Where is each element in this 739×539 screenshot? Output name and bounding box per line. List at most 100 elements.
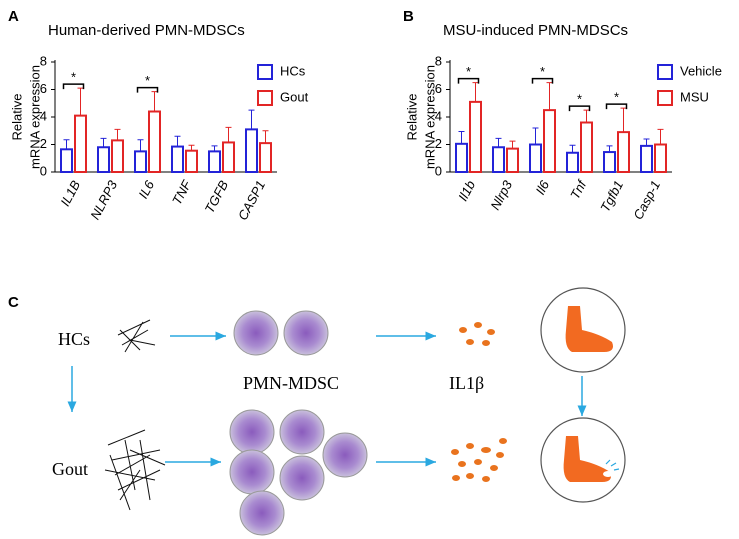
chart-title: Human-derived PMN-MDSCs — [48, 22, 245, 39]
y-tick-label: 8 — [40, 53, 47, 68]
bar — [580, 121, 593, 173]
legend-swatch — [657, 64, 673, 80]
bar — [654, 143, 667, 173]
x-tick-label: Casp-1 — [630, 178, 663, 222]
bar — [529, 143, 542, 173]
significance-label: * — [145, 73, 150, 88]
error-bar — [458, 130, 465, 144]
error-bar — [137, 139, 144, 152]
error-bar — [262, 130, 269, 144]
y-axis-label: mRNA expression — [27, 65, 42, 169]
crystals — [104, 319, 166, 511]
bar — [506, 147, 519, 173]
error-bar — [211, 145, 218, 152]
x-tick-label: NLRP3 — [87, 177, 120, 222]
y-axis-label: Relative — [404, 94, 419, 141]
error-bar — [100, 137, 107, 148]
chart-title: MSU-induced PMN-MDSCs — [443, 22, 628, 39]
bar — [603, 151, 616, 173]
panel-label: B — [403, 8, 414, 25]
significance-label: * — [614, 90, 619, 105]
error-bar — [174, 135, 181, 147]
group-label: HCs — [58, 329, 90, 349]
y-tick-label: 2 — [435, 136, 442, 151]
error-bar — [248, 109, 255, 130]
y-tick-label: 2 — [40, 136, 47, 151]
bar — [134, 150, 147, 173]
bar — [617, 131, 630, 173]
significance-bracket — [605, 103, 628, 110]
bar-chart: A Human-derived PMN-MDSCs Relative mRNA exp… — [8, 8, 309, 223]
group-label: Gout — [52, 459, 88, 479]
y-axis-label: Relative — [9, 94, 24, 141]
significance-bracket — [568, 105, 591, 112]
legend-swatch — [257, 90, 273, 106]
bar — [148, 110, 161, 173]
bar — [74, 114, 87, 173]
y-tick-label: 4 — [40, 108, 47, 123]
bar — [469, 100, 482, 173]
significance-label: * — [466, 64, 471, 79]
significance-label: * — [540, 64, 545, 79]
x-tick-label: IL1B — [57, 178, 83, 209]
y-tick-label: 6 — [40, 81, 47, 96]
x-tick-label: Tgfb1 — [597, 178, 626, 214]
error-bar — [583, 109, 590, 123]
error-bar — [225, 126, 232, 143]
error-bar — [620, 107, 627, 133]
error-bar — [63, 139, 70, 150]
y-tick-label: 4 — [435, 108, 442, 123]
bar — [111, 139, 124, 173]
x-tick-label: TNF — [169, 177, 195, 207]
error-bar — [606, 145, 613, 153]
legend-label: HCs — [280, 63, 306, 78]
significance-label: * — [577, 92, 582, 107]
bar — [60, 148, 73, 173]
error-bar — [495, 137, 502, 148]
y-tick-label: 0 — [435, 163, 442, 178]
bar — [640, 144, 653, 173]
bar — [245, 128, 258, 173]
x-tick-label: IL6 — [135, 177, 157, 201]
significance-label: * — [71, 70, 76, 85]
legend-swatch — [257, 64, 273, 80]
bar — [208, 150, 221, 173]
error-bar — [509, 140, 516, 149]
cells — [229, 310, 368, 536]
error-bar — [643, 138, 650, 146]
cytokine-label: IL1β — [449, 373, 484, 393]
legend-label: Vehicle — [680, 63, 722, 78]
x-tick-label: CASP1 — [235, 178, 268, 223]
error-bar — [532, 127, 539, 145]
error-bar — [546, 82, 553, 111]
significance-bracket — [136, 86, 159, 93]
error-bar — [657, 128, 664, 145]
bar — [97, 146, 110, 173]
bar — [543, 109, 556, 173]
y-tick-label: 6 — [435, 81, 442, 96]
x-tick-label: Nlrp3 — [487, 177, 515, 212]
panel-label: C — [8, 294, 19, 311]
y-axis-label: mRNA expression — [422, 65, 437, 169]
error-bar — [569, 144, 576, 153]
error-bar — [114, 128, 121, 141]
diagram: C HCs Gout PMN-MDSC IL1β — [8, 287, 626, 536]
error-bar — [77, 87, 84, 116]
bar — [566, 151, 579, 173]
legend-label: Gout — [280, 89, 309, 104]
bar — [222, 141, 235, 173]
error-bar — [472, 82, 479, 102]
bar-chart: B MSU-induced PMN-MDSCs Relative mRNA expre… — [403, 8, 722, 222]
x-tick-label: TGFB — [202, 178, 232, 216]
x-tick-label: Tnf — [567, 177, 590, 202]
bar — [185, 149, 198, 173]
legend-label: MSU — [680, 89, 709, 104]
bar — [455, 142, 468, 173]
cytokine-dots — [451, 322, 507, 482]
significance-bracket — [457, 77, 480, 84]
error-bar — [188, 144, 195, 151]
error-bar — [151, 91, 158, 112]
cell-label: PMN-MDSC — [243, 373, 339, 393]
bar — [259, 142, 272, 173]
